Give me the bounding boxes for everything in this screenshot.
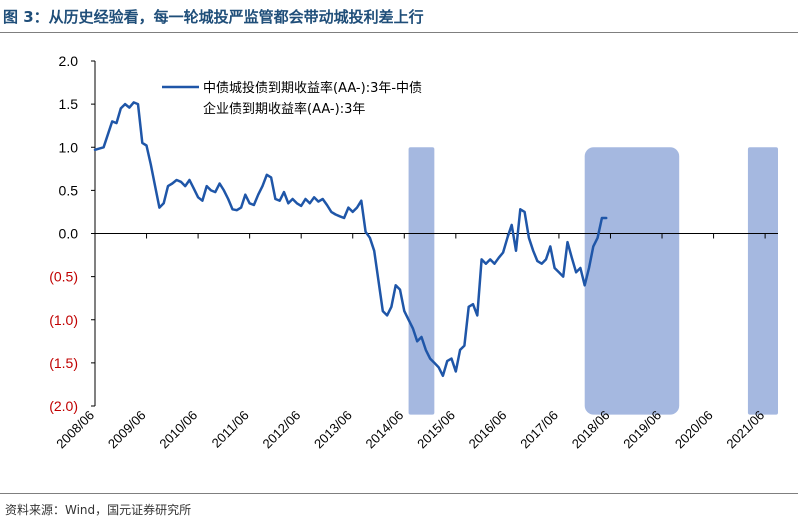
y-tick-label: (0.5) bbox=[49, 269, 78, 285]
shaded-periods bbox=[408, 147, 778, 415]
legend-label: 中债城投债到期收益率(AA-):3年-中债 bbox=[203, 80, 422, 96]
x-tick-label: 2008/06 bbox=[53, 408, 97, 452]
y-tick-label: 0.0 bbox=[59, 226, 79, 242]
y-tick-label: (2.0) bbox=[49, 398, 78, 414]
figure-title: 图 3：从历史经验看，每一轮城投严监管都会带动城投利差上行 bbox=[3, 8, 424, 26]
y-tick-label: (1.5) bbox=[49, 355, 78, 371]
series-layer bbox=[93, 101, 608, 378]
footer-divider bbox=[0, 493, 798, 494]
y-tick-label: (1.0) bbox=[49, 312, 78, 328]
x-tick-label: 2009/06 bbox=[105, 408, 149, 452]
x-tick-label: 2011/06 bbox=[209, 408, 252, 451]
y-tick-label: 2.0 bbox=[59, 53, 79, 69]
x-tick-label: 2010/06 bbox=[156, 408, 200, 452]
x-tick-label: 2013/06 bbox=[311, 408, 355, 452]
y-axis-ticks: 2.0 1.5 1.0 0.5 0.0 (0.5) (1.0) (1.5) (2.0) bbox=[49, 53, 95, 414]
legend-label: 企业债到期收益率(AA-):3年 bbox=[203, 101, 365, 117]
x-tick-label: 2016/06 bbox=[466, 408, 510, 452]
y-tick-label: 1.0 bbox=[59, 139, 79, 155]
x-tick-label: 2014/06 bbox=[363, 408, 407, 452]
spread-line-chart: 2.0 1.5 1.0 0.5 0.0 (0.5) (1.0) (1.5) (2.0) 2008… bbox=[49, 53, 778, 452]
y-tick-label: 1.5 bbox=[59, 96, 79, 112]
source-note: 资料来源：Wind，国元证券研究所 bbox=[5, 503, 192, 517]
x-tick-label: 2021/06 bbox=[723, 408, 767, 452]
title-divider bbox=[0, 32, 798, 33]
x-tick-label: 2020/06 bbox=[672, 408, 716, 452]
x-tick-label: 2012/06 bbox=[259, 408, 303, 452]
shaded-period bbox=[747, 147, 778, 415]
shaded-period bbox=[408, 147, 435, 415]
y-tick-label: 0.5 bbox=[59, 182, 79, 198]
shaded-period bbox=[584, 147, 680, 415]
x-tick-label: 2017/06 bbox=[517, 408, 561, 452]
series-line bbox=[93, 101, 608, 378]
